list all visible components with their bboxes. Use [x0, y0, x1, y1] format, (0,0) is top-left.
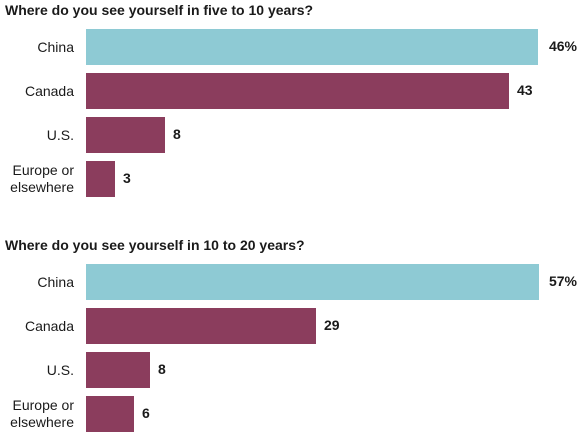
data-label: 6: [142, 405, 150, 421]
category-label-line: Canada: [24, 82, 74, 99]
data-label: 29: [324, 317, 340, 333]
bar: [86, 308, 316, 344]
chart-title: Where do you see yourself in 10 to 20 ye…: [5, 237, 305, 253]
category-label-line: Canada: [24, 317, 74, 334]
category-label-line: Europe or: [12, 397, 74, 413]
category-label: Canada: [0, 83, 74, 100]
category-label: China: [0, 274, 74, 291]
bar: [86, 29, 538, 65]
category-label: U.S.: [0, 127, 74, 144]
chart-title: Where do you see yourself in five to 10 …: [5, 2, 314, 18]
category-label: U.S.: [0, 362, 74, 379]
bar: [86, 396, 134, 432]
category-label-line: China: [37, 273, 74, 290]
category-label-line: Europe or: [12, 162, 74, 178]
data-label: 8: [173, 126, 181, 142]
category-label-line: U.S.: [46, 361, 74, 378]
chart-panel-10-to-20-years: Where do you see yourself in 10 to 20 ye…: [0, 236, 583, 438]
bar: [86, 117, 165, 153]
data-label: 3: [123, 170, 131, 186]
bar: [86, 264, 539, 300]
category-label: Europe or elsewhere: [0, 397, 74, 431]
category-label: Canada: [0, 318, 74, 335]
bar: [86, 352, 150, 388]
category-label: Europe or elsewhere: [0, 162, 74, 196]
category-label: China: [0, 39, 74, 56]
category-label-line: China: [37, 38, 74, 55]
data-label: 43: [517, 82, 533, 98]
bar: [86, 161, 115, 197]
category-label-line: elsewhere: [10, 179, 74, 195]
bar: [86, 73, 509, 109]
category-label-line: elsewhere: [10, 414, 74, 430]
data-label: 8: [158, 361, 166, 377]
category-label-line: U.S.: [46, 126, 74, 143]
data-label: 57%: [548, 273, 577, 289]
chart-panel-five-to-10-years: Where do you see yourself in five to 10 …: [0, 2, 577, 197]
data-label: 46%: [548, 38, 577, 54]
